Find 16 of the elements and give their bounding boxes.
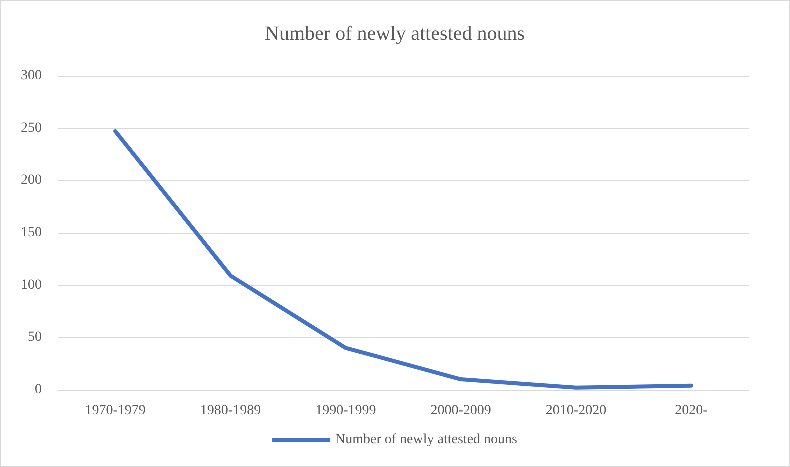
chart-title: Number of newly attested nouns — [265, 23, 526, 45]
y-tick-label: 250 — [21, 120, 42, 136]
x-tick-label: 1980-1989 — [200, 404, 262, 418]
y-tick-label: 50 — [28, 330, 42, 346]
x-tick-label: 2020- — [675, 404, 708, 418]
x-tick-label: 2010-2020 — [546, 404, 607, 418]
y-tick-label: 100 — [21, 278, 42, 293]
y-tick-label: 300 — [21, 68, 42, 84]
x-tick-label: 2000-2009 — [430, 404, 492, 418]
legend-label: Number of newly attested nouns — [336, 432, 518, 448]
y-tick-label: 150 — [21, 226, 42, 240]
x-tick-label: 1970-1979 — [85, 404, 146, 418]
y-tick-label: 0 — [35, 382, 42, 398]
line-series — [114, 129, 694, 390]
x-tick-label: 1990-1999 — [316, 404, 376, 418]
y-tick-label: 200 — [21, 173, 42, 188]
